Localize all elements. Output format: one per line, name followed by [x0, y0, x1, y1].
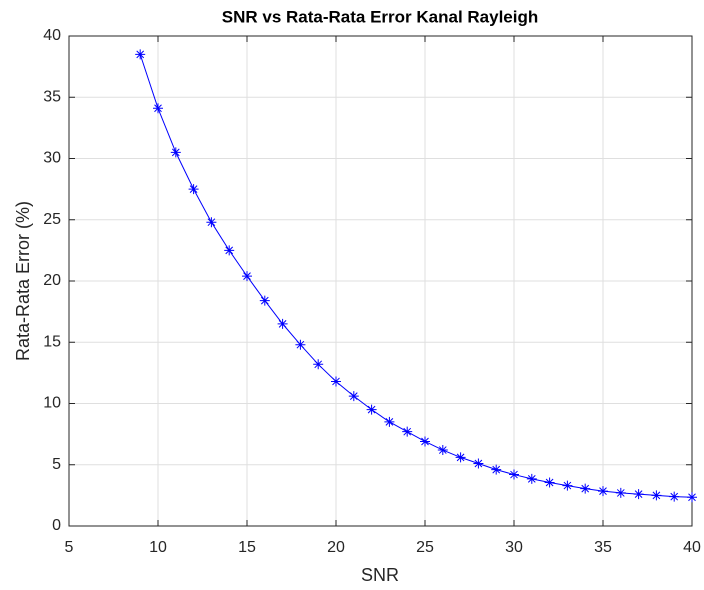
data-marker [402, 426, 413, 437]
data-marker [259, 295, 270, 306]
y-tick-label: 35 [43, 88, 61, 105]
x-tick-label: 10 [149, 539, 167, 556]
data-marker [437, 445, 448, 456]
data-marker [526, 473, 537, 484]
data-marker [509, 469, 519, 480]
data-marker [544, 477, 555, 488]
data-marker [455, 452, 466, 463]
y-tick-label: 30 [43, 150, 61, 167]
x-tick-label: 40 [683, 539, 701, 556]
x-tick-label: 15 [238, 539, 256, 556]
y-tick-label: 25 [43, 211, 61, 228]
x-tick-label: 35 [594, 539, 612, 556]
data-marker [135, 49, 146, 60]
x-tick-label: 20 [327, 539, 345, 556]
data-marker [348, 391, 359, 402]
y-tick-label: 15 [43, 333, 61, 350]
data-marker [295, 339, 306, 350]
data-marker [331, 376, 341, 387]
data-marker [687, 492, 697, 503]
data-marker [651, 490, 662, 501]
x-tick-label: 30 [505, 539, 523, 556]
y-tick-label: 20 [43, 272, 61, 289]
data-marker [277, 318, 288, 329]
data-marker [562, 480, 573, 491]
data-marker [669, 491, 680, 502]
data-marker [366, 404, 377, 415]
data-marker [384, 416, 395, 427]
data-marker [580, 483, 591, 494]
y-tick-label: 10 [43, 395, 61, 412]
data-marker [188, 184, 199, 195]
data-marker [242, 271, 252, 282]
chart-title: SNR vs Rata-Rata Error Kanal Rayleigh [222, 7, 539, 26]
data-marker [633, 489, 644, 500]
plot-frame [68, 35, 693, 527]
data-marker [170, 147, 181, 158]
y-tick-label: 40 [43, 27, 61, 44]
data-marker [420, 436, 430, 447]
data-marker [473, 458, 484, 469]
data-marker [153, 103, 163, 114]
data-marker [313, 359, 324, 370]
data-marker [598, 486, 608, 497]
data-marker [491, 464, 502, 475]
data-marker [206, 217, 217, 228]
data-marker [615, 487, 626, 498]
x-tick-label: 5 [65, 539, 74, 556]
y-tick-label: 5 [52, 456, 61, 473]
y-tick-label: 0 [52, 517, 61, 534]
x-tick-label: 25 [416, 539, 434, 556]
x-axis-label: SNR [361, 565, 399, 585]
y-axis-label: Rata-Rata Error (%) [13, 201, 33, 361]
data-marker [224, 245, 235, 256]
